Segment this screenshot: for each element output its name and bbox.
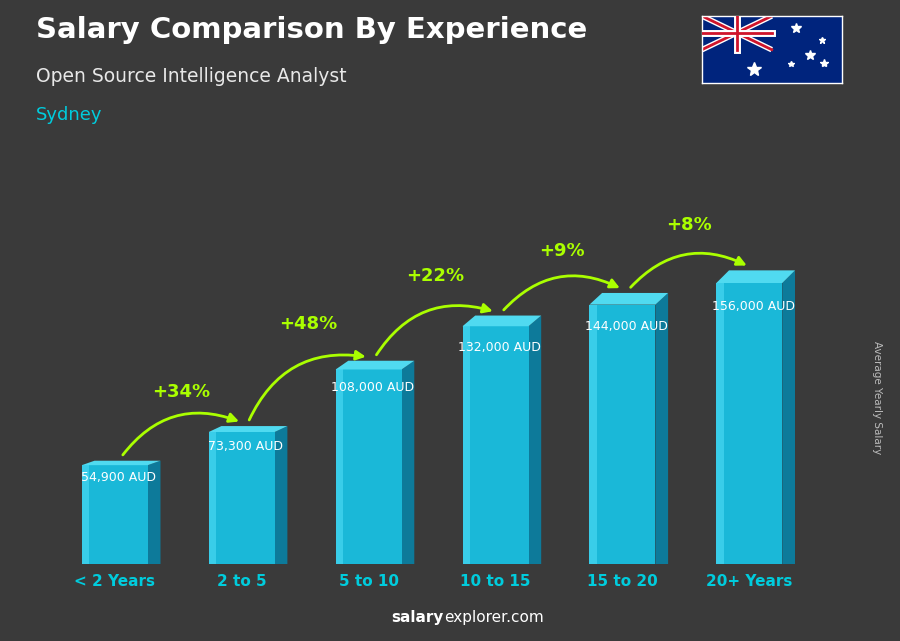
Polygon shape xyxy=(148,461,160,564)
Text: 73,300 AUD: 73,300 AUD xyxy=(208,440,283,453)
Text: Open Source Intelligence Analyst: Open Source Intelligence Analyst xyxy=(36,67,346,87)
Polygon shape xyxy=(782,271,795,564)
Text: Sydney: Sydney xyxy=(36,106,103,124)
Text: +34%: +34% xyxy=(152,383,211,401)
Text: explorer.com: explorer.com xyxy=(444,610,544,625)
Text: Average Yearly Salary: Average Yearly Salary xyxy=(872,341,883,454)
Text: +8%: +8% xyxy=(666,216,712,235)
Polygon shape xyxy=(590,304,597,564)
Text: +9%: +9% xyxy=(539,242,585,260)
Polygon shape xyxy=(528,315,541,564)
Polygon shape xyxy=(463,326,470,564)
Text: Salary Comparison By Experience: Salary Comparison By Experience xyxy=(36,16,587,44)
Text: 54,900 AUD: 54,900 AUD xyxy=(81,471,156,484)
Polygon shape xyxy=(463,315,541,326)
Polygon shape xyxy=(82,461,160,465)
Text: 108,000 AUD: 108,000 AUD xyxy=(331,381,414,394)
Polygon shape xyxy=(716,271,795,283)
Polygon shape xyxy=(655,293,668,564)
Polygon shape xyxy=(716,283,724,564)
Text: +22%: +22% xyxy=(406,267,464,285)
Polygon shape xyxy=(209,432,274,564)
Polygon shape xyxy=(209,432,216,564)
Polygon shape xyxy=(716,283,782,564)
Polygon shape xyxy=(336,369,401,564)
Text: salary: salary xyxy=(392,610,444,625)
Polygon shape xyxy=(463,326,528,564)
Polygon shape xyxy=(82,465,148,564)
Text: 144,000 AUD: 144,000 AUD xyxy=(585,320,668,333)
Polygon shape xyxy=(209,426,287,432)
Text: 156,000 AUD: 156,000 AUD xyxy=(712,300,795,313)
Polygon shape xyxy=(274,426,287,564)
Polygon shape xyxy=(82,465,89,564)
Text: 132,000 AUD: 132,000 AUD xyxy=(458,340,541,354)
Polygon shape xyxy=(590,304,655,564)
Polygon shape xyxy=(590,293,668,304)
Polygon shape xyxy=(336,369,343,564)
Polygon shape xyxy=(336,361,414,369)
Polygon shape xyxy=(401,361,414,564)
Text: +48%: +48% xyxy=(279,315,338,333)
